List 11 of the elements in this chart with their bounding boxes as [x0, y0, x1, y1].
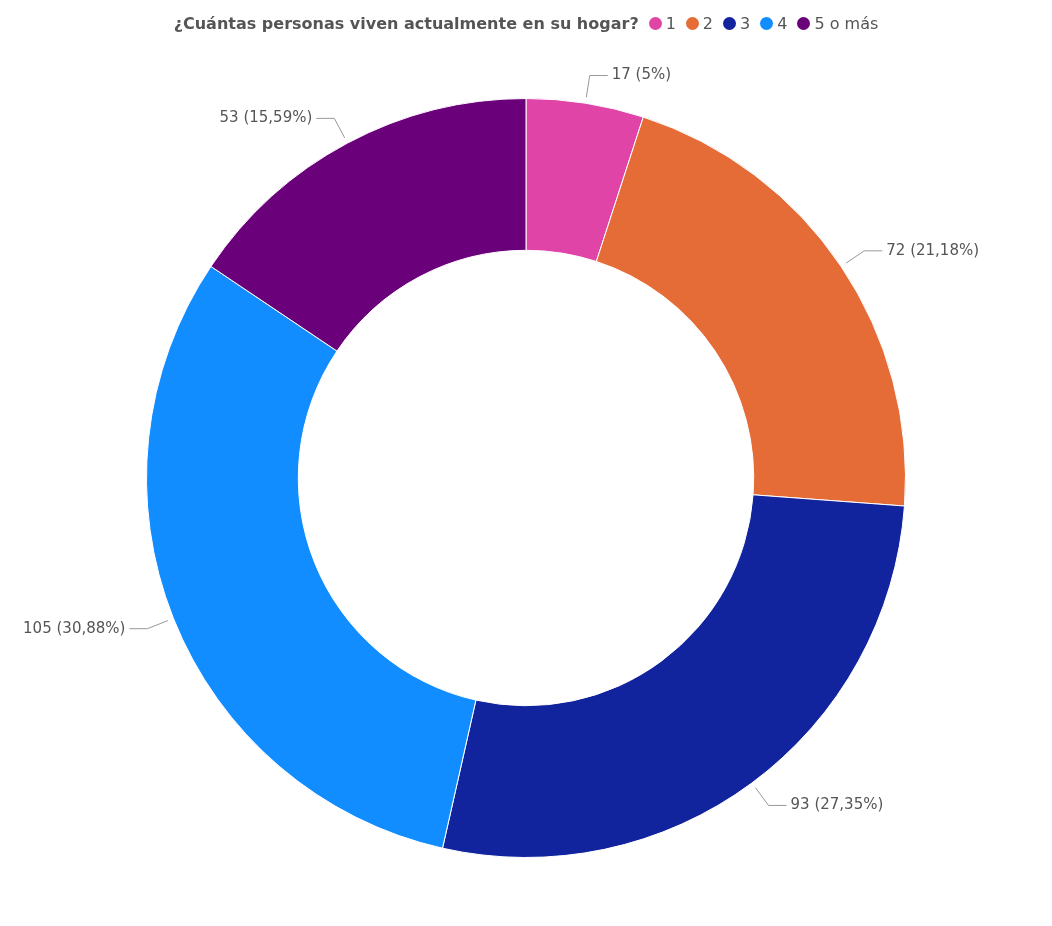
- legend-title: ¿Cuántas personas viven actualmente en su hogar?: [173, 13, 639, 33]
- data-label: 72 (21,18%): [886, 240, 980, 259]
- legend-label: 2: [701, 13, 714, 33]
- legend-label: 1: [664, 13, 676, 33]
- data-label: 93 (27,35%): [790, 795, 884, 814]
- legend-label: 5 o más: [813, 13, 879, 33]
- legend-label: 3: [739, 13, 751, 33]
- data-label: 53 (15,59%): [219, 108, 313, 127]
- data-label: 105 (30,88%): [23, 618, 126, 637]
- data-label: 17 (5%): [611, 65, 672, 84]
- legend-label: 4: [776, 13, 788, 33]
